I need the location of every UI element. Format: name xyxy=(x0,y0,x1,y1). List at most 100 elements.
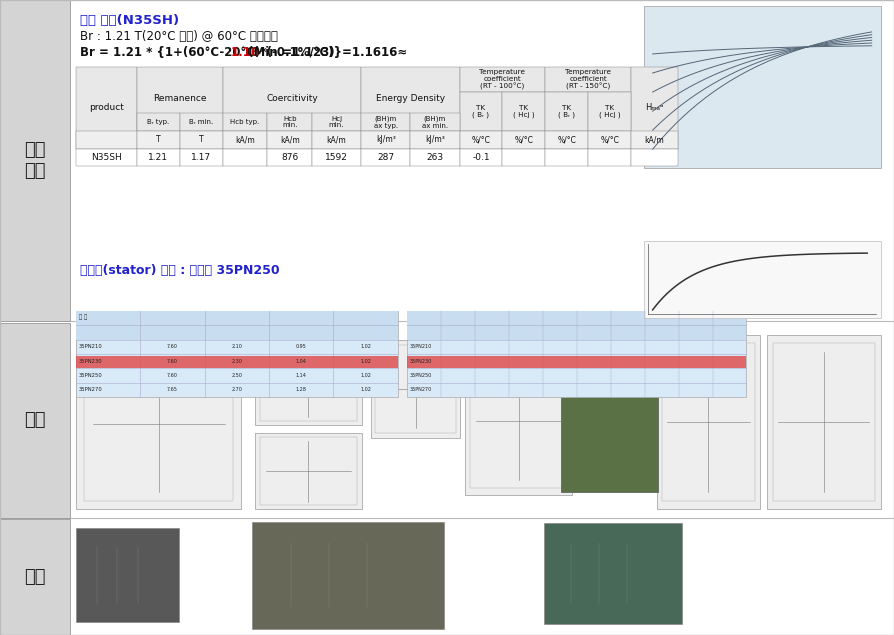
Text: 35PN270: 35PN270 xyxy=(409,387,432,392)
Text: %/°C: %/°C xyxy=(557,135,577,144)
Text: 1.02: 1.02 xyxy=(360,344,371,349)
Text: 1.02: 1.02 xyxy=(360,359,371,364)
Bar xyxy=(561,391,658,492)
Bar xyxy=(767,335,881,509)
Bar xyxy=(460,67,545,92)
Text: product: product xyxy=(89,103,124,112)
Text: Br = 1.21 * {1+(60°C-20°C)*(-0.1%/°C)}=1.1616≈: Br = 1.21 * {1+(60°C-20°C)*(-0.1%/°C)}=1… xyxy=(80,46,408,58)
Bar xyxy=(312,149,361,166)
Text: (Min.=1.123): (Min.=1.123) xyxy=(243,46,334,58)
Bar xyxy=(631,131,678,149)
Text: 35PN270: 35PN270 xyxy=(79,387,103,392)
Text: T: T xyxy=(198,135,204,144)
Bar xyxy=(545,149,588,166)
Text: 1.02: 1.02 xyxy=(360,373,371,378)
Text: 7.65: 7.65 xyxy=(167,387,178,392)
Bar xyxy=(312,113,361,131)
Bar xyxy=(545,92,588,131)
Text: 35PN250: 35PN250 xyxy=(79,373,103,378)
Text: 876: 876 xyxy=(281,153,299,162)
Text: kJ/m³: kJ/m³ xyxy=(425,135,445,144)
Text: 1592: 1592 xyxy=(325,153,348,162)
Bar xyxy=(260,342,357,421)
Bar xyxy=(410,131,460,149)
Text: Hᴄb
min.: Hᴄb min. xyxy=(282,116,298,128)
Bar xyxy=(460,149,502,166)
Text: 2.10: 2.10 xyxy=(232,344,242,349)
Bar xyxy=(361,131,410,149)
Bar xyxy=(407,311,746,340)
Text: kA/m: kA/m xyxy=(235,135,255,144)
Bar xyxy=(267,149,312,166)
Text: TK
( Hᴄj ): TK ( Hᴄj ) xyxy=(513,105,535,118)
Bar xyxy=(407,311,746,397)
Bar xyxy=(312,131,361,149)
Text: %/°C: %/°C xyxy=(514,135,534,144)
Bar xyxy=(644,6,881,168)
Bar xyxy=(470,354,567,488)
Text: %/°C: %/°C xyxy=(471,135,491,144)
Bar xyxy=(545,67,631,92)
Bar xyxy=(544,523,682,624)
Bar xyxy=(70,519,894,635)
Bar xyxy=(583,357,647,437)
Text: 1.16: 1.16 xyxy=(231,46,259,58)
Text: Hᴄj
min.: Hᴄj min. xyxy=(329,116,344,128)
Bar xyxy=(76,149,137,166)
Bar xyxy=(70,323,894,518)
Text: 고정자(stator) 코어 : 포스코 35PN250: 고정자(stator) 코어 : 포스코 35PN250 xyxy=(80,264,280,276)
Bar xyxy=(223,113,267,131)
Bar xyxy=(361,67,460,131)
Bar xyxy=(137,67,223,131)
Bar xyxy=(223,149,267,166)
Text: 규 격: 규 격 xyxy=(79,314,87,320)
Text: 7.60: 7.60 xyxy=(167,373,178,378)
Bar xyxy=(407,356,746,368)
Text: Hₘₐᵅ: Hₘₐᵅ xyxy=(645,103,663,112)
Bar xyxy=(252,522,444,629)
Text: 해석
사양: 해석 사양 xyxy=(24,141,46,180)
Bar xyxy=(180,149,223,166)
Bar xyxy=(465,346,572,495)
Text: 35PN230: 35PN230 xyxy=(409,359,432,364)
Bar xyxy=(772,344,875,500)
Text: 1.21: 1.21 xyxy=(148,153,168,162)
Bar xyxy=(76,67,137,149)
Text: 1.02: 1.02 xyxy=(360,387,371,392)
Text: 7.60: 7.60 xyxy=(167,344,178,349)
Bar xyxy=(371,340,460,438)
Text: kA/m: kA/m xyxy=(326,135,347,144)
Text: Remanence: Remanence xyxy=(153,94,207,104)
Bar xyxy=(361,149,410,166)
Text: 2.70: 2.70 xyxy=(232,387,242,392)
Bar xyxy=(76,131,137,149)
Bar xyxy=(361,113,410,131)
Text: 자석 재질(N35SH): 자석 재질(N35SH) xyxy=(80,14,180,27)
Text: %/°C: %/°C xyxy=(600,135,620,144)
Bar xyxy=(588,149,631,166)
Text: (BH)m
ax typ.: (BH)m ax typ. xyxy=(374,116,398,128)
Text: kJ/m³: kJ/m³ xyxy=(375,135,396,144)
Bar xyxy=(223,131,267,149)
Text: Hᴄb typ.: Hᴄb typ. xyxy=(231,119,259,125)
Text: TK
( Hᴄj ): TK ( Hᴄj ) xyxy=(599,105,620,118)
Bar xyxy=(137,149,180,166)
Bar xyxy=(588,92,631,131)
Bar xyxy=(410,149,460,166)
Text: TK
( Bᵣ ): TK ( Bᵣ ) xyxy=(472,105,490,118)
Text: 35PN210: 35PN210 xyxy=(409,344,432,349)
Text: 1.28: 1.28 xyxy=(296,387,307,392)
Text: TK
( Bᵣ ): TK ( Bᵣ ) xyxy=(558,105,576,118)
Text: 2.30: 2.30 xyxy=(232,359,242,364)
Text: 35PN230: 35PN230 xyxy=(79,359,102,364)
Bar xyxy=(76,311,398,397)
Text: 1.14: 1.14 xyxy=(296,373,307,378)
Text: kA/m: kA/m xyxy=(280,135,299,144)
Text: 0.95: 0.95 xyxy=(296,344,307,349)
Text: Br : 1.21 T(20°C 기준) @ 60°C 동작환경: Br : 1.21 T(20°C 기준) @ 60°C 동작환경 xyxy=(80,30,278,43)
Text: T: T xyxy=(156,135,161,144)
Text: 35PN210: 35PN210 xyxy=(79,344,103,349)
Text: -0.1: -0.1 xyxy=(472,153,490,162)
Bar xyxy=(579,352,651,441)
Bar xyxy=(180,131,223,149)
